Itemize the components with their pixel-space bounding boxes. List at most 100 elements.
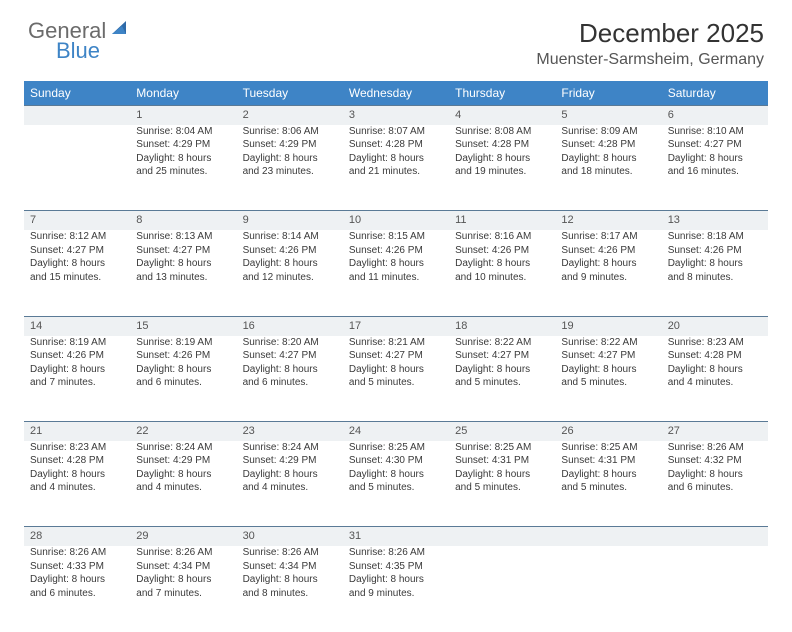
- day-cell-line: Sunset: 4:34 PM: [136, 560, 230, 574]
- day-cell-line: Daylight: 8 hours: [561, 363, 655, 377]
- day-number-cell: [555, 527, 661, 546]
- day-cell-line: Daylight: 8 hours: [349, 468, 443, 482]
- day-cell-line: Sunset: 4:27 PM: [136, 244, 230, 258]
- day-cell: Sunrise: 8:22 AMSunset: 4:27 PMDaylight:…: [449, 336, 555, 422]
- location-label: Muenster-Sarmsheim, Germany: [536, 51, 764, 69]
- day-cell: Sunrise: 8:26 AMSunset: 4:34 PMDaylight:…: [130, 546, 236, 632]
- day-number-cell: 23: [237, 422, 343, 441]
- day-cell-line: Daylight: 8 hours: [349, 257, 443, 271]
- day-cell: Sunrise: 8:10 AMSunset: 4:27 PMDaylight:…: [662, 125, 768, 211]
- day-content-row: Sunrise: 8:04 AMSunset: 4:29 PMDaylight:…: [24, 125, 768, 211]
- weekday-header: Friday: [555, 81, 661, 106]
- day-number-cell: 18: [449, 316, 555, 335]
- day-cell-line: Daylight: 8 hours: [136, 152, 230, 166]
- weekday-header: Monday: [130, 81, 236, 106]
- day-cell: [555, 546, 661, 632]
- day-cell-line: and 9 minutes.: [561, 271, 655, 285]
- day-cell-line: Sunset: 4:33 PM: [30, 560, 124, 574]
- day-number-row: 123456: [24, 106, 768, 125]
- day-cell-line: Sunset: 4:34 PM: [243, 560, 337, 574]
- day-number-cell: 11: [449, 211, 555, 230]
- day-cell-line: Daylight: 8 hours: [30, 573, 124, 587]
- day-number-cell: 8: [130, 211, 236, 230]
- day-cell-line: Sunrise: 8:19 AM: [30, 336, 124, 350]
- day-cell-line: Sunset: 4:26 PM: [455, 244, 549, 258]
- day-cell-line: and 8 minutes.: [243, 587, 337, 601]
- day-cell-line: and 5 minutes.: [455, 376, 549, 390]
- day-content-row: Sunrise: 8:19 AMSunset: 4:26 PMDaylight:…: [24, 336, 768, 422]
- day-cell-line: Daylight: 8 hours: [561, 257, 655, 271]
- day-cell-line: Daylight: 8 hours: [136, 363, 230, 377]
- day-cell-line: Sunrise: 8:08 AM: [455, 125, 549, 139]
- day-cell-line: Sunset: 4:26 PM: [668, 244, 762, 258]
- day-cell-line: Sunrise: 8:25 AM: [349, 441, 443, 455]
- day-cell-line: Sunset: 4:28 PM: [349, 138, 443, 152]
- day-cell-line: Sunrise: 8:26 AM: [243, 546, 337, 560]
- day-cell-line: Sunset: 4:28 PM: [561, 138, 655, 152]
- day-cell-line: and 5 minutes.: [561, 376, 655, 390]
- day-cell-line: Daylight: 8 hours: [243, 573, 337, 587]
- day-cell-line: Sunrise: 8:19 AM: [136, 336, 230, 350]
- day-number-cell: 4: [449, 106, 555, 125]
- day-number-cell: 9: [237, 211, 343, 230]
- day-cell-line: and 21 minutes.: [349, 165, 443, 179]
- day-cell: Sunrise: 8:22 AMSunset: 4:27 PMDaylight:…: [555, 336, 661, 422]
- day-cell-line: Sunset: 4:27 PM: [455, 349, 549, 363]
- day-cell-line: and 6 minutes.: [136, 376, 230, 390]
- day-cell-line: Sunrise: 8:17 AM: [561, 230, 655, 244]
- logo-text-blue: Blue: [56, 38, 100, 64]
- day-cell-line: Sunrise: 8:18 AM: [668, 230, 762, 244]
- day-cell-line: Sunset: 4:26 PM: [349, 244, 443, 258]
- day-cell-line: Sunset: 4:28 PM: [668, 349, 762, 363]
- day-cell-line: Daylight: 8 hours: [561, 468, 655, 482]
- day-cell-line: Daylight: 8 hours: [243, 257, 337, 271]
- day-cell-line: Sunrise: 8:26 AM: [668, 441, 762, 455]
- day-cell-line: Daylight: 8 hours: [668, 468, 762, 482]
- day-cell-line: and 6 minutes.: [668, 481, 762, 495]
- day-cell-line: Daylight: 8 hours: [561, 152, 655, 166]
- day-cell: Sunrise: 8:26 AMSunset: 4:33 PMDaylight:…: [24, 546, 130, 632]
- day-cell-line: Daylight: 8 hours: [243, 152, 337, 166]
- day-number-cell: 15: [130, 316, 236, 335]
- day-number-cell: 22: [130, 422, 236, 441]
- day-cell-line: and 4 minutes.: [136, 481, 230, 495]
- day-number-cell: 25: [449, 422, 555, 441]
- day-cell: [449, 546, 555, 632]
- day-number-cell: 5: [555, 106, 661, 125]
- day-cell-line: and 13 minutes.: [136, 271, 230, 285]
- day-cell-line: and 19 minutes.: [455, 165, 549, 179]
- day-number-cell: 13: [662, 211, 768, 230]
- day-cell: [24, 125, 130, 211]
- day-cell-line: Daylight: 8 hours: [455, 257, 549, 271]
- day-cell-line: Sunset: 4:29 PM: [136, 138, 230, 152]
- day-number-row: 78910111213: [24, 211, 768, 230]
- day-cell-line: Sunrise: 8:24 AM: [136, 441, 230, 455]
- day-number-row: 28293031: [24, 527, 768, 546]
- day-cell: Sunrise: 8:15 AMSunset: 4:26 PMDaylight:…: [343, 230, 449, 316]
- day-cell: Sunrise: 8:18 AMSunset: 4:26 PMDaylight:…: [662, 230, 768, 316]
- day-cell-line: and 5 minutes.: [349, 481, 443, 495]
- day-cell-line: Daylight: 8 hours: [455, 468, 549, 482]
- day-cell: Sunrise: 8:26 AMSunset: 4:34 PMDaylight:…: [237, 546, 343, 632]
- day-cell-line: Sunset: 4:27 PM: [561, 349, 655, 363]
- day-cell-line: Sunset: 4:26 PM: [136, 349, 230, 363]
- day-cell-line: and 18 minutes.: [561, 165, 655, 179]
- day-cell-line: Daylight: 8 hours: [30, 468, 124, 482]
- day-cell-line: and 5 minutes.: [561, 481, 655, 495]
- day-cell-line: Sunrise: 8:21 AM: [349, 336, 443, 350]
- day-cell-line: Daylight: 8 hours: [243, 468, 337, 482]
- day-cell-line: Sunset: 4:30 PM: [349, 454, 443, 468]
- day-cell: Sunrise: 8:13 AMSunset: 4:27 PMDaylight:…: [130, 230, 236, 316]
- day-content-row: Sunrise: 8:12 AMSunset: 4:27 PMDaylight:…: [24, 230, 768, 316]
- day-cell: Sunrise: 8:08 AMSunset: 4:28 PMDaylight:…: [449, 125, 555, 211]
- day-number-cell: 30: [237, 527, 343, 546]
- day-cell-line: Sunrise: 8:22 AM: [561, 336, 655, 350]
- day-cell-line: Sunset: 4:27 PM: [349, 349, 443, 363]
- day-cell-line: and 4 minutes.: [668, 376, 762, 390]
- day-cell-line: and 25 minutes.: [136, 165, 230, 179]
- day-cell-line: Sunrise: 8:23 AM: [30, 441, 124, 455]
- day-cell: Sunrise: 8:26 AMSunset: 4:32 PMDaylight:…: [662, 441, 768, 527]
- day-cell-line: Sunset: 4:31 PM: [455, 454, 549, 468]
- day-cell: Sunrise: 8:17 AMSunset: 4:26 PMDaylight:…: [555, 230, 661, 316]
- day-cell-line: Sunrise: 8:20 AM: [243, 336, 337, 350]
